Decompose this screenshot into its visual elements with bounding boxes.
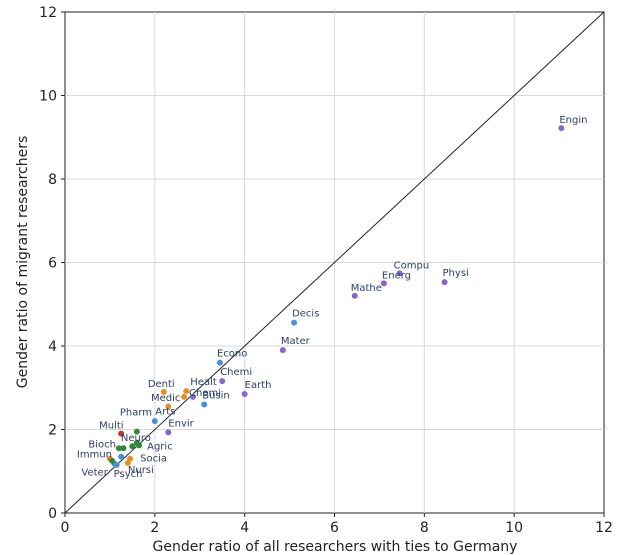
data-point-label: Medic: [151, 393, 180, 404]
x-tick-label: 8: [420, 520, 429, 536]
x-tick-label: 0: [61, 520, 70, 536]
x-tick-label: 2: [150, 520, 159, 536]
data-point: [129, 443, 136, 450]
data-point: [136, 442, 143, 449]
data-point: [219, 378, 226, 385]
data-point: [241, 391, 248, 398]
data-point-label: Healt: [190, 377, 217, 388]
y-axis-ticks: 0 2 4 6 8 10 12: [39, 5, 65, 522]
y-tick-label: 12: [39, 5, 57, 21]
data-point-label: Busin: [202, 390, 230, 401]
data-point-label: Envir: [168, 418, 194, 429]
data-point: [113, 461, 120, 468]
identity-line: [64, 11, 605, 514]
data-point-label: Compu: [394, 260, 430, 271]
data-point: [160, 388, 167, 395]
data-point: [133, 428, 140, 435]
data-point: [120, 445, 127, 452]
data-point: [441, 279, 448, 286]
data-point-label: Chemi: [189, 388, 221, 399]
data-point-label: Immun: [77, 450, 112, 461]
data-point: [558, 125, 565, 132]
data-point: [165, 403, 172, 410]
data-point: [201, 401, 208, 408]
y-tick-label: 2: [48, 423, 57, 439]
data-point: [279, 347, 286, 354]
data-point-label: Econo: [217, 349, 247, 360]
data-point-label: Socia: [140, 454, 167, 465]
data-point: [115, 445, 122, 452]
data-point: [124, 459, 131, 466]
data-point-label: Earth: [245, 380, 272, 391]
y-tick-label: 6: [48, 256, 57, 272]
data-point: [190, 393, 197, 400]
data-point-label: Multi: [99, 421, 123, 432]
data-point-label: Pharm: [120, 408, 152, 419]
data-point: [351, 292, 358, 299]
data-point: [151, 418, 158, 425]
x-tick-label: 6: [330, 520, 339, 536]
data-point: [181, 393, 188, 400]
data-point-label: Psych: [114, 469, 143, 480]
data-point-label: Chemi: [220, 367, 252, 378]
x-tick-label: 12: [595, 520, 613, 536]
data-point-label: Veter: [81, 468, 108, 479]
data-point-label: Engin: [559, 115, 587, 126]
data-point-label: Mathe: [351, 283, 382, 294]
x-tick-label: 10: [505, 520, 523, 536]
data-point-label: Denti: [148, 379, 175, 390]
data-points: [106, 125, 565, 468]
x-tick-label: 4: [240, 520, 249, 536]
data-point: [216, 359, 223, 366]
data-point-label: Arts: [155, 407, 175, 418]
data-point-label: Agric: [147, 441, 173, 452]
y-tick-label: 8: [48, 172, 57, 188]
data-point-label: Nursi: [128, 465, 154, 476]
data-point-label: Mater: [281, 336, 311, 347]
data-point-label: Physi: [443, 268, 469, 279]
data-point: [109, 457, 116, 464]
y-axis-label: Gender ratio of migrant researchers: [15, 136, 31, 389]
x-axis-label: Gender ratio of all researchers with tie…: [153, 539, 518, 555]
y-tick-label: 4: [48, 339, 57, 355]
y-tick-label: 10: [39, 89, 57, 105]
data-point: [291, 319, 298, 326]
data-point-label: Decis: [292, 309, 319, 320]
data-point: [396, 270, 403, 277]
data-point-label: Energ: [382, 270, 411, 281]
y-tick-label: 0: [48, 506, 57, 522]
data-point: [118, 453, 125, 460]
x-axis-ticks: 0 2 4 6 8 10 12: [61, 513, 613, 536]
data-point: [183, 388, 190, 395]
data-point: [380, 280, 387, 287]
data-point: [165, 429, 172, 436]
data-point-label: Bioch: [88, 439, 116, 450]
data-point-label: Neuro: [121, 433, 151, 444]
data-point: [118, 430, 125, 437]
